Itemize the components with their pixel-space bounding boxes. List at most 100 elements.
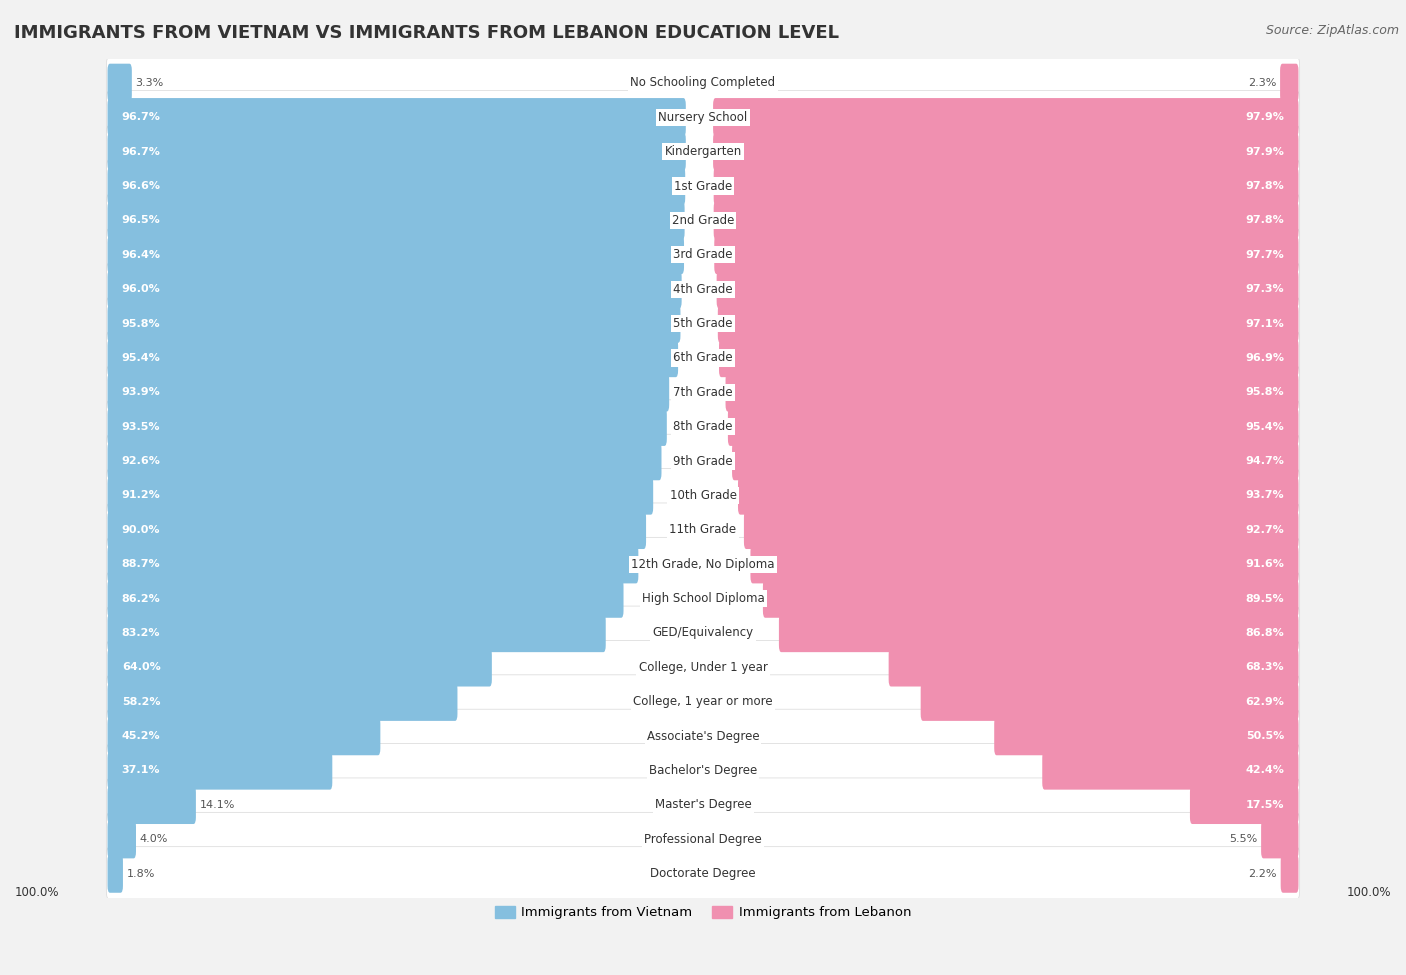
Text: 96.4%: 96.4% bbox=[122, 250, 160, 259]
Text: College, Under 1 year: College, Under 1 year bbox=[638, 661, 768, 674]
Text: 86.8%: 86.8% bbox=[1246, 628, 1284, 638]
FancyBboxPatch shape bbox=[107, 270, 682, 308]
Text: 1st Grade: 1st Grade bbox=[673, 179, 733, 192]
Text: 8th Grade: 8th Grade bbox=[673, 420, 733, 433]
FancyBboxPatch shape bbox=[717, 270, 1299, 308]
Text: Associate's Degree: Associate's Degree bbox=[647, 729, 759, 743]
FancyBboxPatch shape bbox=[763, 579, 1299, 618]
FancyBboxPatch shape bbox=[107, 194, 1299, 248]
FancyBboxPatch shape bbox=[718, 338, 1299, 377]
Text: 89.5%: 89.5% bbox=[1246, 594, 1284, 604]
FancyBboxPatch shape bbox=[107, 373, 669, 411]
Text: 96.5%: 96.5% bbox=[122, 215, 160, 225]
Text: 97.9%: 97.9% bbox=[1246, 146, 1284, 157]
FancyBboxPatch shape bbox=[107, 511, 647, 549]
Text: 95.4%: 95.4% bbox=[1246, 421, 1284, 432]
Text: Bachelor's Degree: Bachelor's Degree bbox=[650, 763, 756, 777]
Text: 62.9%: 62.9% bbox=[1246, 697, 1284, 707]
Text: 6th Grade: 6th Grade bbox=[673, 351, 733, 365]
FancyBboxPatch shape bbox=[107, 503, 1299, 557]
FancyBboxPatch shape bbox=[994, 717, 1299, 756]
Text: 97.7%: 97.7% bbox=[1246, 250, 1284, 259]
Text: High School Diploma: High School Diploma bbox=[641, 592, 765, 605]
FancyBboxPatch shape bbox=[921, 682, 1299, 721]
Text: 100.0%: 100.0% bbox=[1347, 886, 1391, 899]
Text: Source: ZipAtlas.com: Source: ZipAtlas.com bbox=[1265, 24, 1399, 37]
FancyBboxPatch shape bbox=[107, 786, 195, 824]
FancyBboxPatch shape bbox=[107, 469, 1299, 523]
FancyBboxPatch shape bbox=[107, 167, 685, 206]
Text: 4.0%: 4.0% bbox=[139, 835, 167, 844]
Text: GED/Equivalency: GED/Equivalency bbox=[652, 626, 754, 640]
FancyBboxPatch shape bbox=[107, 820, 136, 858]
FancyBboxPatch shape bbox=[1042, 751, 1299, 790]
FancyBboxPatch shape bbox=[107, 537, 1299, 591]
Text: 95.4%: 95.4% bbox=[122, 353, 160, 363]
FancyBboxPatch shape bbox=[107, 717, 381, 756]
Text: College, 1 year or more: College, 1 year or more bbox=[633, 695, 773, 708]
FancyBboxPatch shape bbox=[107, 613, 606, 652]
FancyBboxPatch shape bbox=[107, 579, 623, 618]
Text: No Schooling Completed: No Schooling Completed bbox=[630, 76, 776, 90]
Text: 97.8%: 97.8% bbox=[1246, 181, 1284, 191]
FancyBboxPatch shape bbox=[107, 332, 1299, 385]
FancyBboxPatch shape bbox=[718, 304, 1299, 343]
Text: 92.7%: 92.7% bbox=[1246, 525, 1284, 534]
Text: 95.8%: 95.8% bbox=[1246, 387, 1284, 397]
Text: 96.6%: 96.6% bbox=[122, 181, 160, 191]
FancyBboxPatch shape bbox=[107, 812, 1299, 866]
FancyBboxPatch shape bbox=[107, 709, 1299, 762]
FancyBboxPatch shape bbox=[713, 133, 1299, 171]
FancyBboxPatch shape bbox=[107, 434, 1299, 488]
FancyBboxPatch shape bbox=[107, 366, 1299, 419]
FancyBboxPatch shape bbox=[107, 682, 457, 721]
FancyBboxPatch shape bbox=[751, 545, 1299, 583]
FancyBboxPatch shape bbox=[728, 408, 1299, 446]
FancyBboxPatch shape bbox=[107, 744, 1299, 798]
FancyBboxPatch shape bbox=[107, 751, 332, 790]
FancyBboxPatch shape bbox=[725, 373, 1299, 411]
Text: 3rd Grade: 3rd Grade bbox=[673, 249, 733, 261]
FancyBboxPatch shape bbox=[107, 476, 654, 515]
Text: 5.5%: 5.5% bbox=[1229, 835, 1257, 844]
Text: 5th Grade: 5th Grade bbox=[673, 317, 733, 331]
Text: IMMIGRANTS FROM VIETNAM VS IMMIGRANTS FROM LEBANON EDUCATION LEVEL: IMMIGRANTS FROM VIETNAM VS IMMIGRANTS FR… bbox=[14, 24, 839, 42]
FancyBboxPatch shape bbox=[107, 125, 1299, 178]
Text: 97.3%: 97.3% bbox=[1246, 284, 1284, 294]
Text: 45.2%: 45.2% bbox=[122, 731, 160, 741]
Text: Professional Degree: Professional Degree bbox=[644, 833, 762, 845]
Text: 96.7%: 96.7% bbox=[122, 146, 160, 157]
FancyBboxPatch shape bbox=[107, 846, 1299, 900]
FancyBboxPatch shape bbox=[1281, 854, 1299, 893]
FancyBboxPatch shape bbox=[714, 167, 1299, 206]
Text: 58.2%: 58.2% bbox=[122, 697, 160, 707]
FancyBboxPatch shape bbox=[714, 201, 1299, 240]
Text: Doctorate Degree: Doctorate Degree bbox=[650, 867, 756, 880]
FancyBboxPatch shape bbox=[744, 511, 1299, 549]
FancyBboxPatch shape bbox=[107, 648, 492, 686]
FancyBboxPatch shape bbox=[107, 133, 686, 171]
Text: 9th Grade: 9th Grade bbox=[673, 454, 733, 468]
Text: 14.1%: 14.1% bbox=[200, 800, 235, 810]
FancyBboxPatch shape bbox=[107, 571, 1299, 625]
Text: 93.9%: 93.9% bbox=[122, 387, 160, 397]
FancyBboxPatch shape bbox=[714, 236, 1299, 274]
Text: 1.8%: 1.8% bbox=[127, 869, 155, 878]
Text: 68.3%: 68.3% bbox=[1246, 662, 1284, 673]
Text: 93.5%: 93.5% bbox=[122, 421, 160, 432]
FancyBboxPatch shape bbox=[713, 98, 1299, 136]
Text: 64.0%: 64.0% bbox=[122, 662, 160, 673]
Text: Master's Degree: Master's Degree bbox=[655, 799, 751, 811]
FancyBboxPatch shape bbox=[1189, 786, 1299, 824]
Text: 4th Grade: 4th Grade bbox=[673, 283, 733, 295]
Text: 11th Grade: 11th Grade bbox=[669, 524, 737, 536]
FancyBboxPatch shape bbox=[107, 675, 1299, 728]
FancyBboxPatch shape bbox=[107, 442, 661, 481]
Text: 100.0%: 100.0% bbox=[15, 886, 59, 899]
FancyBboxPatch shape bbox=[107, 338, 678, 377]
Text: 2.3%: 2.3% bbox=[1249, 78, 1277, 88]
FancyBboxPatch shape bbox=[107, 854, 122, 893]
FancyBboxPatch shape bbox=[107, 91, 1299, 144]
Text: 91.2%: 91.2% bbox=[122, 490, 160, 500]
FancyBboxPatch shape bbox=[107, 778, 1299, 832]
